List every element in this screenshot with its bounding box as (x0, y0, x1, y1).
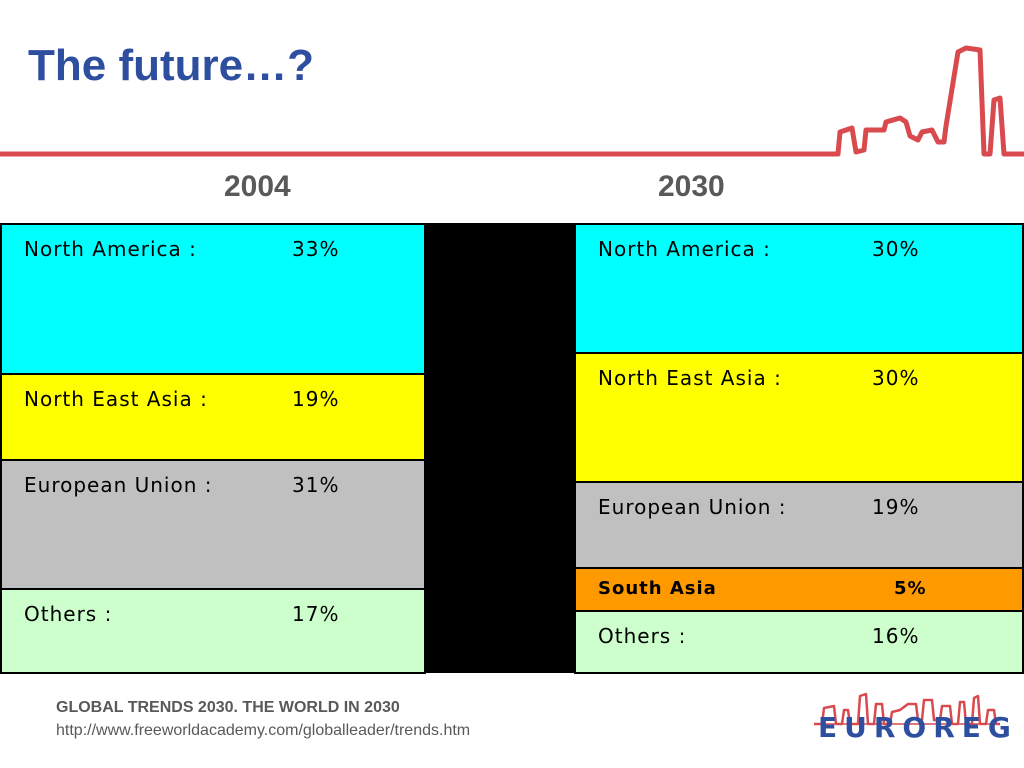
stack-2030: North America : 30% North East Asia : 30… (574, 223, 1024, 674)
year-2004-heading: 2004 (224, 170, 291, 203)
segment-2004-others: Others : 17% (2, 590, 424, 672)
stack-2004: North America : 33% North East Asia : 19… (0, 223, 426, 674)
segment-label: North America : (598, 237, 771, 261)
segment-label: North America : (24, 237, 197, 261)
segment-label: North East Asia : (598, 366, 782, 390)
segment-label: European Union : (24, 473, 213, 497)
segment-2030-others: Others : 16% (576, 612, 1022, 672)
segment-value: 19% (292, 387, 340, 411)
segment-label: European Union : (598, 495, 787, 519)
segment-value: 30% (872, 366, 920, 390)
segment-value: 31% (292, 473, 340, 497)
segment-value: 19% (872, 495, 920, 519)
segment-value: 17% (292, 602, 340, 626)
segment-value: 33% (292, 237, 340, 261)
segment-label: Others : (598, 624, 687, 648)
source-title: GLOBAL TRENDS 2030. THE WORLD IN 2030 (56, 699, 400, 716)
segment-2004-north-east-asia: North East Asia : 19% (2, 375, 424, 461)
skyline-icon (814, 692, 1000, 726)
segment-value: 30% (872, 237, 920, 261)
segment-2030-north-east-asia: North East Asia : 30% (576, 354, 1022, 483)
segment-label: Others : (24, 602, 113, 626)
segment-2004-north-america: North America : 33% (2, 225, 424, 375)
segment-value: 16% (872, 624, 920, 648)
segment-2030-south-asia: South Asia 5% (576, 569, 1022, 612)
segment-label: North East Asia : (24, 387, 208, 411)
logo-wordmark: EUROREG (818, 711, 1018, 744)
segment-2004-european-union: European Union : 31% (2, 461, 424, 590)
year-2030-heading: 2030 (658, 170, 725, 203)
page-title: The future…? (28, 41, 314, 90)
segment-value: 5% (894, 578, 927, 599)
source-url[interactable]: http://www.freeworldacademy.com/globalle… (56, 722, 471, 739)
segment-2030-european-union: European Union : 19% (576, 483, 1022, 569)
segment-2030-north-america: North America : 30% (576, 225, 1022, 354)
skyline-divider-icon (0, 45, 1024, 157)
divider-band (425, 223, 575, 673)
segment-label: South Asia (598, 578, 717, 599)
